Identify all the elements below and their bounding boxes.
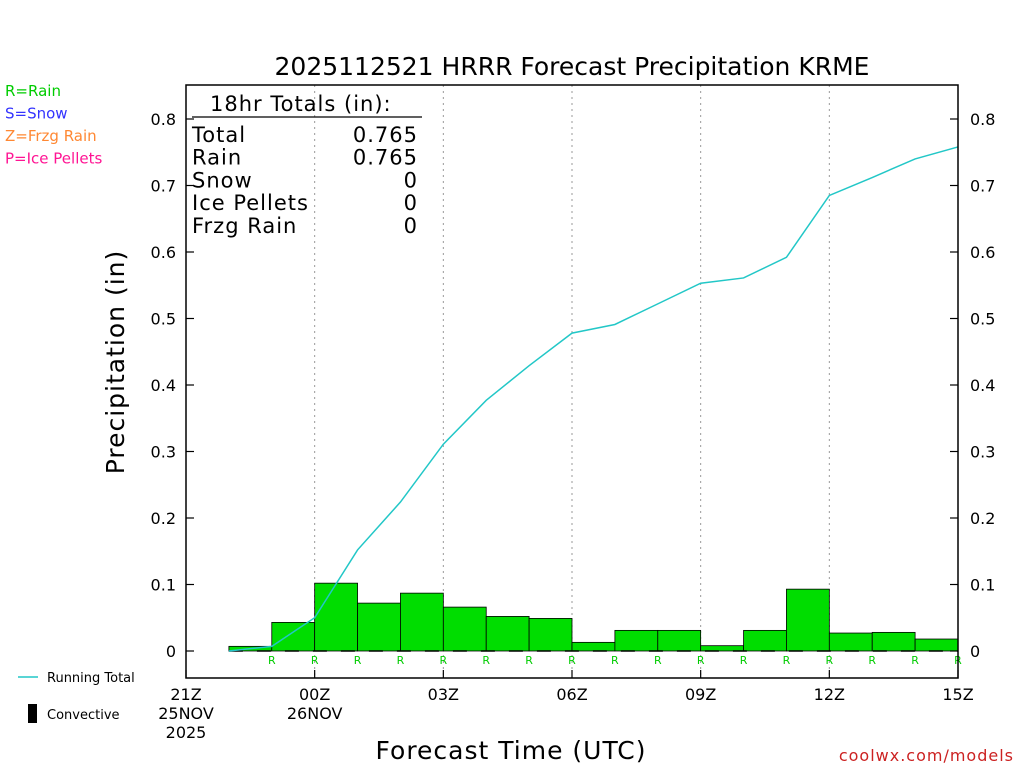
totals-row-label: Rain (192, 146, 242, 170)
totals-box: 18hr Totals (in): Total 0.765 Rain 0.765 Sno… (191, 92, 422, 238)
y-axis-ticks: 0 00.1 0.10.2 0.20.3 0.30.4 0.40.5 0.50.6 0.60.… (151, 110, 996, 661)
precip-type-letter: R (568, 654, 576, 667)
y-tick-label-right: 0.7 (970, 177, 995, 196)
precip-bar (314, 582, 358, 652)
totals-row-label: Total (191, 123, 246, 147)
convective-legend-label: Convective (47, 708, 120, 723)
precip-type-letter: R (868, 654, 876, 667)
x-tick-label: 12Z (814, 685, 845, 704)
convective-legend: Convective (28, 704, 120, 723)
totals-row-label: Snow (192, 168, 253, 192)
precip-type-letter: R (654, 654, 662, 667)
running-total-line (228, 146, 959, 652)
precip-type-letter: R (826, 654, 834, 667)
precip-type-letter: R (611, 654, 619, 667)
x-tick-label: 00Z (299, 685, 330, 704)
x-axis-label: Forecast Time (UTC) (376, 736, 647, 765)
totals-row-value: 0 (404, 191, 418, 215)
precip-bar (485, 616, 530, 652)
y-tick-label-left: 0.1 (151, 576, 176, 595)
y-tick-label-left: 0.5 (151, 310, 176, 329)
running-total-legend: Running Total (18, 671, 135, 686)
plot-grid (314, 85, 830, 678)
y-tick-label-right: 0.4 (970, 376, 995, 395)
precip-bar (743, 629, 787, 652)
precip-type-letter: R (311, 654, 319, 667)
x-tick-label: 25NOV (158, 704, 214, 723)
y-tick-label-right: 0.3 (970, 443, 995, 462)
y-tick-label-left: 0.6 (151, 243, 176, 262)
precip-bar (357, 602, 401, 652)
precip-bar (786, 588, 830, 652)
precip-bar (528, 618, 573, 652)
x-tick-label: 15Z (942, 685, 973, 704)
totals-row-value: 0 (404, 168, 418, 192)
precip-type-letter: R (783, 654, 791, 667)
precip-type-legend-item: R=Rain (5, 82, 61, 100)
precip-type-letter: R (268, 654, 276, 667)
precip-bar (914, 638, 959, 652)
chart-title: 2025112521 HRRR Forecast Precipitation K… (275, 52, 870, 81)
precip-bar (828, 632, 873, 652)
precip-bar (442, 606, 487, 652)
y-tick-label-left: 0 (166, 642, 176, 661)
precip-type-legend-item: Z=Frzg Rain (5, 127, 97, 145)
precip-type-legend-item: S=Snow (5, 105, 68, 123)
precip-bar (871, 631, 916, 652)
totals-row-label: Frzg Rain (192, 214, 297, 238)
precip-type-legend-item: P=Ice Pellets (5, 150, 102, 168)
running-total-legend-label: Running Total (47, 671, 135, 686)
totals-row-value: 0 (404, 214, 418, 238)
y-tick-label-left: 0.4 (151, 376, 176, 395)
precip-type-letter: R (482, 654, 490, 667)
precip-type-letter: R (397, 654, 405, 667)
x-tick-label: 21Z (170, 685, 201, 704)
totals-row-value: 0.765 (353, 146, 418, 170)
y-tick-label-right: 0.8 (970, 110, 995, 129)
precip-type-letter: R (740, 654, 748, 667)
x-tick-label: 2025 (166, 723, 207, 742)
precip-type-legend: R=Rain S=Snow Z=Frzg Rain P=Ice Pellets (5, 82, 102, 168)
x-tick-label: 26NOV (287, 704, 343, 723)
y-tick-label-left: 0.3 (151, 443, 176, 462)
running-total-line-group (228, 146, 959, 652)
x-tick-label: 06Z (556, 685, 587, 704)
y-tick-label-right: 0 (970, 642, 980, 661)
y-axis-label: Precipitation (in) (101, 250, 130, 475)
precip-bar (571, 641, 616, 652)
y-tick-label-right: 0.5 (970, 310, 995, 329)
precip-type-letter: R (697, 654, 705, 667)
y-tick-label-right: 0.6 (970, 243, 995, 262)
x-tick-label: 09Z (685, 685, 716, 704)
hourly-bars (228, 582, 959, 652)
precip-type-letter: R (354, 654, 362, 667)
precip-type-letter: R (525, 654, 533, 667)
precip-bar (400, 592, 444, 652)
precip-bar (657, 629, 702, 652)
y-tick-label-right: 0.2 (970, 509, 995, 528)
convective-legend-swatch (28, 704, 37, 723)
totals-row-value: 0.765 (353, 123, 418, 147)
x-tick-label: 03Z (428, 685, 459, 704)
y-tick-label-left: 0.8 (151, 110, 176, 129)
totals-row-label: Ice Pellets (192, 191, 309, 215)
precip-bar (271, 622, 316, 652)
watermark: coolwx.com/models (839, 746, 1014, 765)
y-tick-label-right: 0.1 (970, 576, 995, 595)
y-tick-label-left: 0.2 (151, 509, 176, 528)
precip-type-letter: R (440, 654, 448, 667)
precip-bar (700, 645, 744, 652)
precip-type-letter: R (911, 654, 919, 667)
precip-bar (614, 629, 659, 652)
totals-header: 18hr Totals (in): (210, 92, 392, 116)
y-tick-label-left: 0.7 (151, 177, 176, 196)
